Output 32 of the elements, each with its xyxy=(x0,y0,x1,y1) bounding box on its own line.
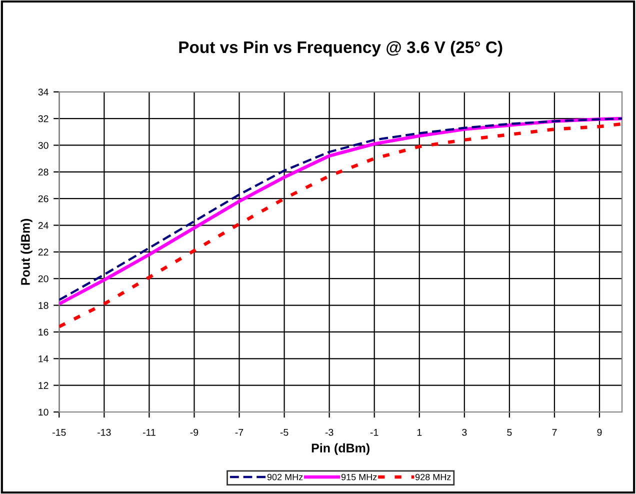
x-axis-title: Pin (dBm) xyxy=(312,443,370,455)
y-tick-label: 28 xyxy=(38,168,48,176)
x-tick-label: -11 xyxy=(142,429,156,436)
x-tick-label: 7 xyxy=(552,429,557,436)
legend-label: 915 MHz xyxy=(341,474,377,480)
x-tick-label: -9 xyxy=(190,428,198,436)
y-tick-label: 10 xyxy=(38,408,48,416)
x-tick-label: 5 xyxy=(507,429,512,436)
y-tick-label: 22 xyxy=(38,248,48,256)
y-tick-label: 12 xyxy=(38,382,48,389)
legend-label: 902 MHz xyxy=(267,474,303,480)
x-tick-label: -3 xyxy=(325,428,334,436)
y-tick-label: 18 xyxy=(38,302,48,309)
y-tick-label: 20 xyxy=(38,275,48,282)
y-tick-label: 32 xyxy=(38,115,48,122)
chart-title: Pout vs Pin vs Frequency @ 3.6 V (25° C) xyxy=(179,40,502,56)
legend-label: 928 MHz xyxy=(415,474,451,480)
y-tick-label: 26 xyxy=(38,195,48,202)
y-tick-label: 14 xyxy=(38,355,48,362)
x-tick-label: 1 xyxy=(417,429,422,436)
x-tick-label: -5 xyxy=(280,429,288,436)
y-tick-label: 24 xyxy=(38,222,48,229)
x-tick-label: 9 xyxy=(597,428,602,436)
x-tick-label: 3 xyxy=(462,428,467,436)
x-tick-label: -7 xyxy=(235,429,244,436)
x-tick-label: -13 xyxy=(98,428,111,436)
y-tick-label: 30 xyxy=(38,142,48,149)
x-tick-label: -15 xyxy=(52,429,66,436)
x-tick-label: -1 xyxy=(370,429,378,436)
y-tick-label: 34 xyxy=(38,88,48,96)
y-axis-title: Pout (dBm) xyxy=(20,218,32,285)
y-tick-label: 16 xyxy=(38,328,48,336)
